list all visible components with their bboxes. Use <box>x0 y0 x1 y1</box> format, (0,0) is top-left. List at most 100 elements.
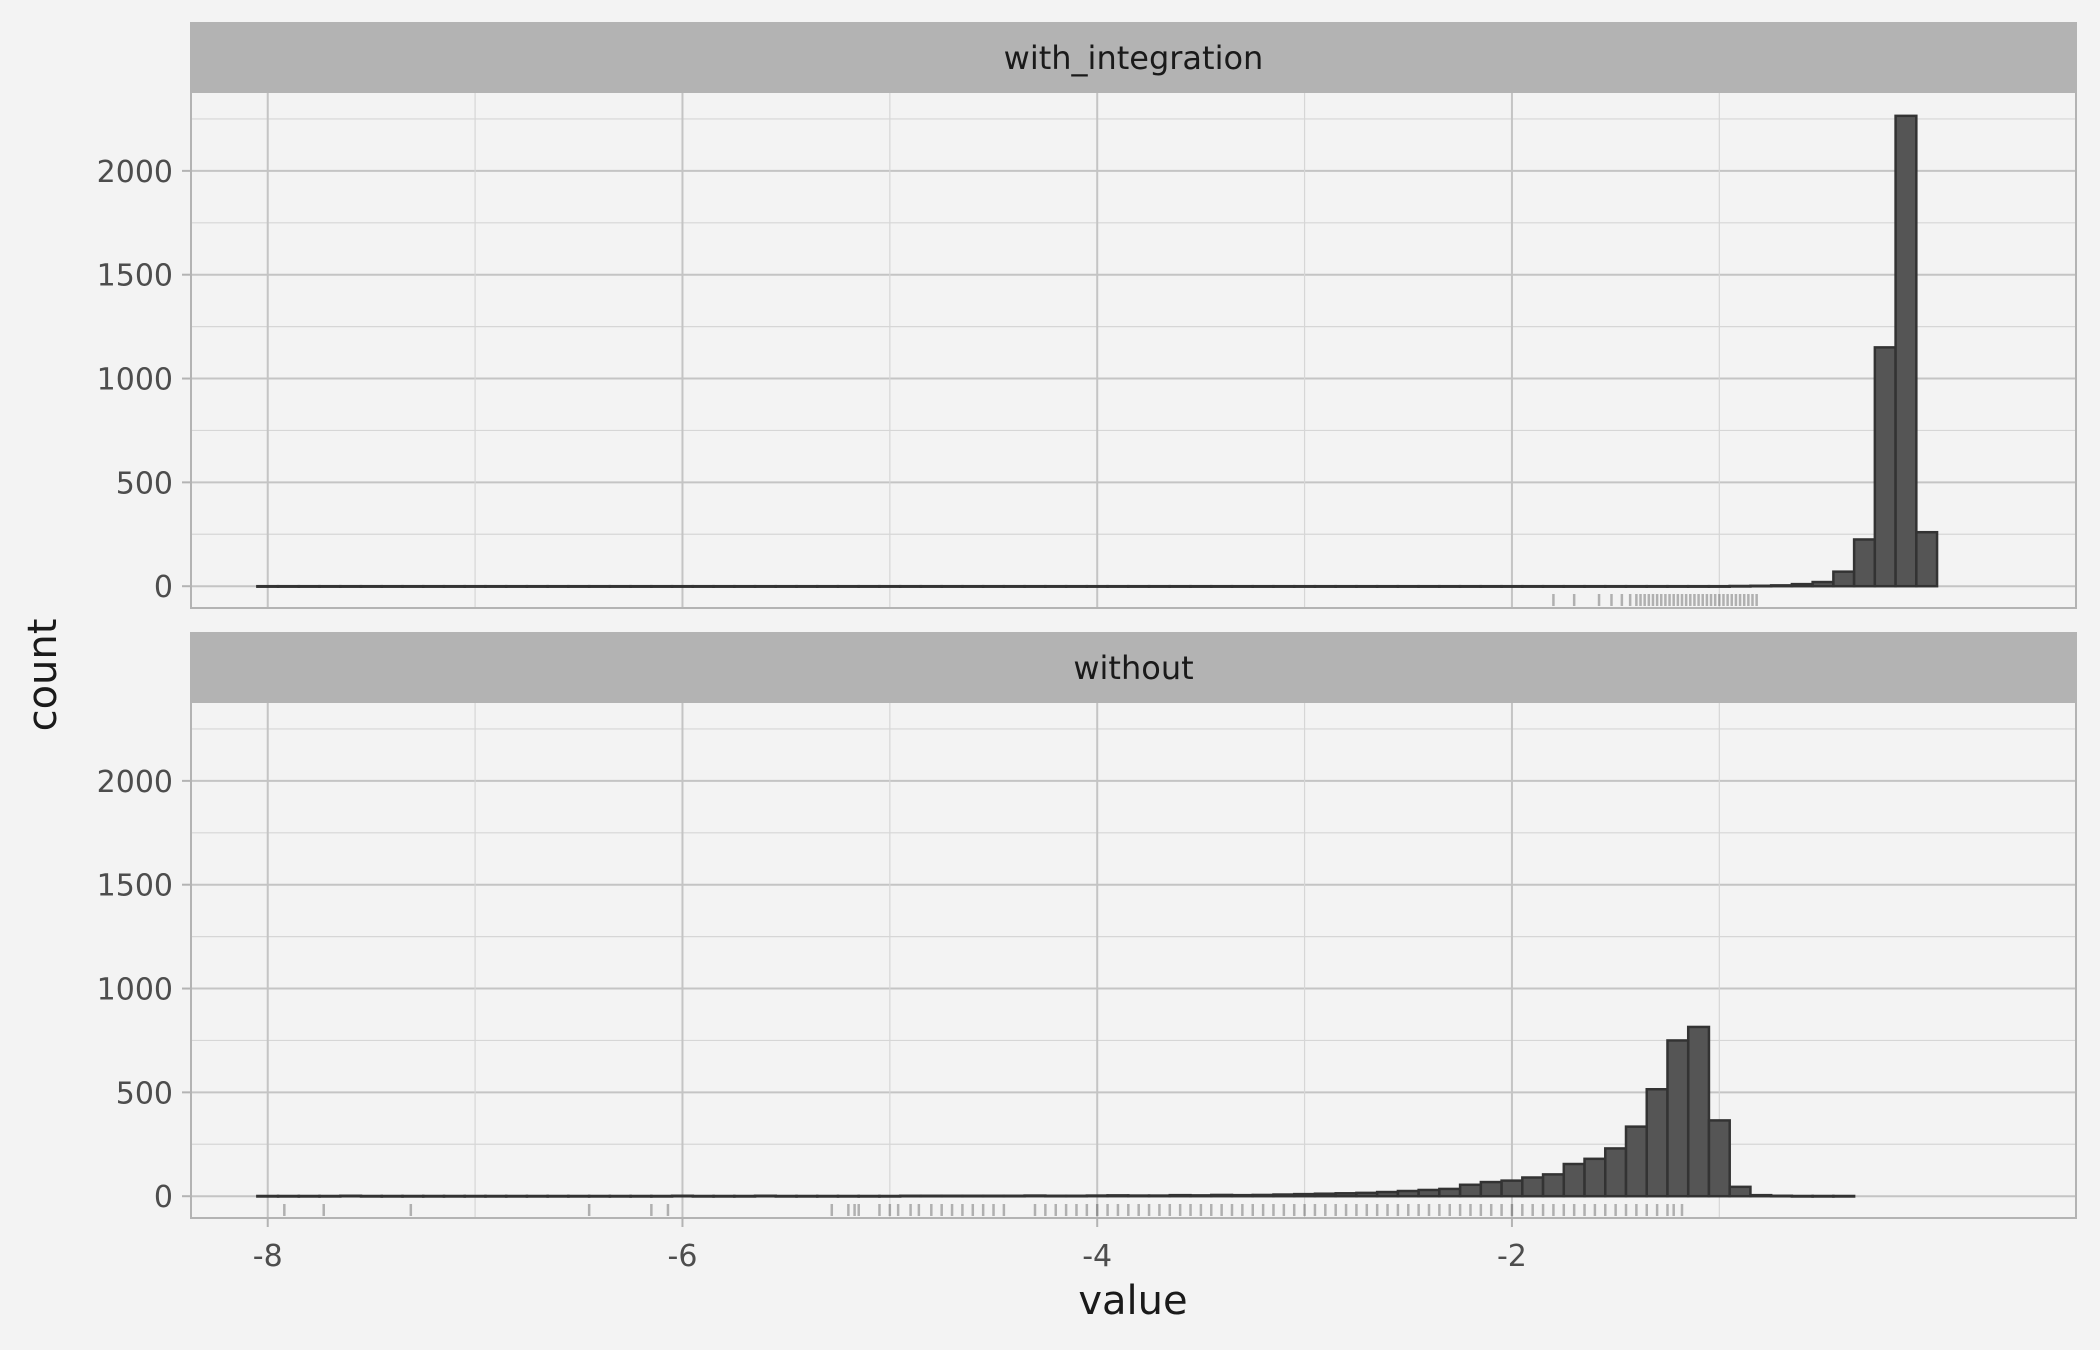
histogram-bar <box>1396 584 1420 588</box>
histogram-bar <box>1251 584 1275 588</box>
histogram-bar <box>1272 1193 1296 1198</box>
histogram-bar <box>1417 584 1441 588</box>
histogram-bar <box>1313 1192 1337 1198</box>
histogram-bar <box>753 584 778 588</box>
histogram-bar <box>940 1194 964 1198</box>
histogram-bar <box>276 584 301 588</box>
histogram-bar <box>795 1194 819 1198</box>
panel-background <box>191 93 2076 608</box>
histogram-bar <box>691 584 715 588</box>
histogram-bar <box>1002 1194 1026 1198</box>
histogram-bar <box>1645 1088 1669 1198</box>
histogram-bar <box>525 1194 549 1198</box>
histogram-bar <box>256 1194 280 1198</box>
histogram-bar <box>712 1194 736 1198</box>
histogram-bar <box>981 1194 1006 1198</box>
histogram-bar <box>1438 584 1462 588</box>
histogram-bar <box>1292 1192 1317 1198</box>
histogram-bar <box>256 584 280 588</box>
histogram-bar <box>836 1194 860 1198</box>
histogram-bar <box>1521 584 1545 588</box>
histogram-bar <box>774 1194 798 1198</box>
histogram-bar <box>670 1194 695 1198</box>
histogram-bar <box>1749 584 1773 588</box>
histogram-bar <box>1479 584 1503 588</box>
histogram-bar <box>1769 1194 1794 1198</box>
histogram-bar <box>961 1194 985 1198</box>
histogram-bar <box>1686 1025 1711 1198</box>
histogram-bar <box>878 1194 902 1198</box>
histogram-bar <box>1044 584 1068 588</box>
histogram-bar <box>919 1194 943 1198</box>
histogram-bar <box>401 1194 425 1198</box>
histogram-bar <box>1375 1190 1400 1198</box>
y-tick-label: 1500 <box>97 869 173 904</box>
histogram-bar <box>1064 584 1089 588</box>
histogram-bar <box>380 1194 404 1198</box>
histogram-bar <box>484 1194 508 1198</box>
histogram-bar <box>1500 584 1524 588</box>
histogram-bar <box>1749 1193 1773 1198</box>
histogram-bar <box>1728 584 1752 588</box>
histogram-bar <box>1624 1125 1648 1198</box>
histogram-bar <box>1147 584 1172 588</box>
histogram-bar <box>380 584 404 588</box>
histogram-bar <box>691 1194 715 1198</box>
histogram-bar <box>1292 584 1317 588</box>
histogram-bar <box>1707 1119 1731 1198</box>
histogram-bar <box>1189 1194 1213 1198</box>
histogram-bar <box>753 1194 778 1198</box>
histogram-bar <box>961 584 985 588</box>
x-axis-ticks: -8 -6 -4 -2 <box>253 1218 1527 1274</box>
histogram-bars <box>256 1025 1856 1198</box>
y-axis-title: count <box>20 619 66 732</box>
histogram-bar <box>1666 584 1690 588</box>
histogram-bar <box>1811 1194 1835 1198</box>
histogram-bar <box>857 584 881 588</box>
histogram-bar <box>567 1194 591 1198</box>
histogram-bar <box>1790 1194 1814 1198</box>
histogram-bar <box>1106 1194 1130 1198</box>
facet-without: without 0 500 1000 1500 2000 <box>97 632 2077 1219</box>
y-tick-label: 1500 <box>97 259 173 294</box>
histogram-bar <box>1023 584 1047 588</box>
histogram-bar <box>1852 538 1877 588</box>
histogram-bar <box>733 1194 757 1198</box>
y-axis-ticks: 0 500 1000 1500 2000 <box>97 765 191 1215</box>
histogram-bar <box>297 1194 321 1198</box>
histogram-bar <box>1355 1191 1379 1198</box>
histogram-bar <box>1583 584 1607 588</box>
y-axis-ticks: 0 500 1000 1500 2000 <box>97 155 191 605</box>
histogram-bar <box>1811 580 1835 588</box>
histogram-bar <box>1666 1039 1690 1198</box>
histogram-bar <box>1521 1176 1545 1198</box>
histogram-bar <box>940 584 964 588</box>
histogram-bar <box>463 584 487 588</box>
histogram-bar <box>1210 1193 1234 1198</box>
histogram-bar <box>1458 584 1483 588</box>
y-tick-label: 1000 <box>97 973 173 1008</box>
histogram-bar <box>1085 584 1109 588</box>
histogram-bar <box>774 584 798 588</box>
histogram-bar <box>608 1194 632 1198</box>
histogram-bar <box>484 584 508 588</box>
y-tick-label: 500 <box>116 1076 173 1111</box>
histogram-bar <box>629 1194 653 1198</box>
histogram-bar <box>919 584 943 588</box>
histogram-bar <box>359 1194 384 1198</box>
y-tick-label: 0 <box>154 1180 173 1215</box>
histogram-bar <box>898 584 923 588</box>
histogram-bar <box>339 1194 363 1198</box>
histogram-bar <box>1044 1194 1068 1198</box>
histogram-bar <box>1728 1185 1752 1198</box>
histogram-bar <box>442 584 466 588</box>
histogram-bar <box>1147 1194 1172 1198</box>
histogram-bar <box>1604 584 1628 588</box>
histogram-bar <box>463 1194 487 1198</box>
histogram-bar <box>836 584 860 588</box>
histogram-bar <box>1873 346 1897 588</box>
histogram-bar <box>587 584 612 588</box>
histogram-bar <box>1562 1162 1586 1198</box>
histogram-bar <box>1894 114 1918 588</box>
y-tick-label: 2000 <box>97 155 173 190</box>
